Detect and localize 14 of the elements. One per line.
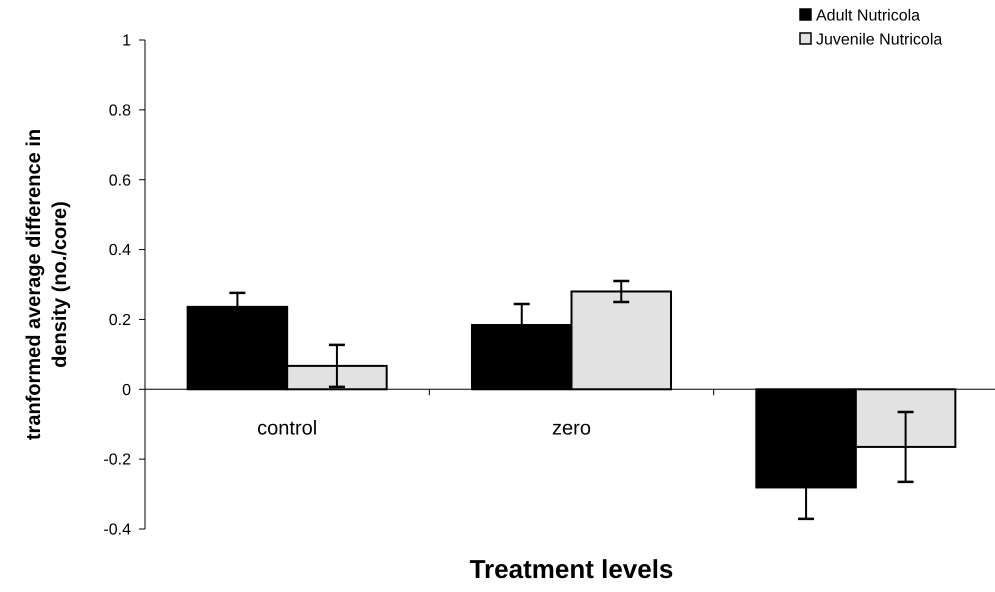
x-axis-title: Treatment levels bbox=[470, 554, 674, 584]
y-tick-label: 0.6 bbox=[108, 172, 132, 190]
y-tick-label: 0.2 bbox=[108, 312, 132, 330]
legend-label: Adult Nutricola bbox=[816, 8, 920, 25]
y-tick-label: 0 bbox=[122, 382, 132, 399]
legend-label: Juvenile Nutricola bbox=[816, 32, 942, 49]
y-tick-label: -0.2 bbox=[103, 452, 132, 469]
x-tick-label: zero bbox=[552, 417, 591, 440]
y-tick-label: 0.8 bbox=[108, 102, 132, 120]
x-tick-label: control bbox=[257, 417, 318, 440]
y-axis-title: tranformed average difference in density (no./core) bbox=[23, 128, 71, 440]
y-tick-label: -0.4 bbox=[103, 522, 132, 539]
y-tick-label: 1 bbox=[122, 32, 132, 50]
y-tick-label: 0.4 bbox=[108, 242, 132, 260]
